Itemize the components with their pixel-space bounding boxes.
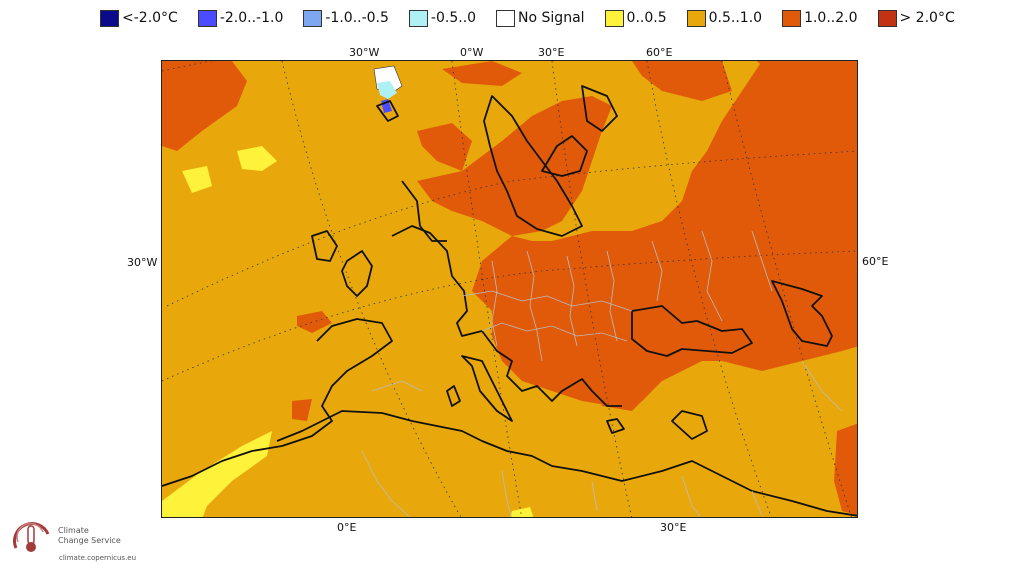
legend-item: 0..0.5 [604,9,667,27]
region-1-0-2-0 [417,61,857,406]
logo-line-1: Climate [58,526,89,535]
legend-item: 0.5..1.0 [686,9,763,27]
copernicus-logo: Climate Change Service climate.copernicu… [8,512,168,564]
graticule-label-top: 30°W [349,46,380,59]
legend-swatch [686,9,706,27]
legend-item: -0.5..0 [408,9,477,27]
legend-item: -2.0..-1.0 [197,9,284,27]
country-borders [361,230,843,517]
legend-label: 1.0..2.0 [804,10,858,26]
legend-item: > 2.0°C [877,9,955,27]
legend-label: <-2.0°C [122,10,178,26]
region-1-0-2-0 [834,423,857,516]
graticule-label-bottom: 30°E [660,521,687,534]
legend-label: 0..0.5 [626,10,667,26]
region-1-0-2-0 [297,311,332,333]
legend: <-2.0°C -2.0..-1.0 -1.0..-0.5 -0.5..0 No… [100,6,980,30]
legend-swatch [197,9,217,27]
region-0-0-5 [162,431,272,517]
legend-label: -0.5..0 [430,10,477,26]
region-1-0-2-0 [632,61,732,101]
legend-item: 1.0..2.0 [782,9,858,27]
graticule-label-left: 30°W [127,256,158,269]
region-1-0-2-0 [442,61,522,86]
region-1-0-2-0 [292,399,312,421]
graticule-label-top: 60°E [646,46,673,59]
graticule-label-top: 30°E [538,46,565,59]
thermometer-icon [13,522,50,552]
graticule-label-top: 0°W [460,46,484,59]
legend-label: No Signal [518,10,585,26]
legend-item: -1.0..-0.5 [303,9,389,27]
region-1-0-2-0 [757,61,857,106]
logo-url: climate.copernicus.eu [59,554,137,562]
legend-swatch [100,9,119,27]
region-minus-0-5-0 [377,81,397,99]
temperature-anomaly-map [161,60,858,518]
legend-swatch [303,9,323,27]
legend-swatch [604,9,624,27]
region-0-0-5 [510,507,534,517]
legend-item: No Signal [496,9,585,27]
region-0-0-5 [182,166,212,193]
legend-swatch [782,9,802,27]
logo-line-2: Change Service [58,536,121,545]
legend-label: -2.0..-1.0 [219,10,284,26]
legend-swatch [408,9,428,27]
region-1-0-2-0 [417,123,472,171]
coastlines [162,85,857,517]
region-1-0-2-0 [592,376,652,411]
graticule-label-right: 60°E [862,255,889,268]
legend-item: <-2.0°C [100,9,178,27]
region-0-0-5 [237,146,277,171]
legend-label: -1.0..-0.5 [325,10,389,26]
legend-label: 0.5..1.0 [708,10,763,26]
graticule-lines [162,61,857,517]
map-canvas [162,61,857,517]
legend-swatch [877,9,897,27]
legend-swatch [496,9,516,27]
legend-label: > 2.0°C [899,10,955,26]
graticule-label-bottom: 0°E [337,521,357,534]
region-1-0-2-0 [162,61,247,151]
